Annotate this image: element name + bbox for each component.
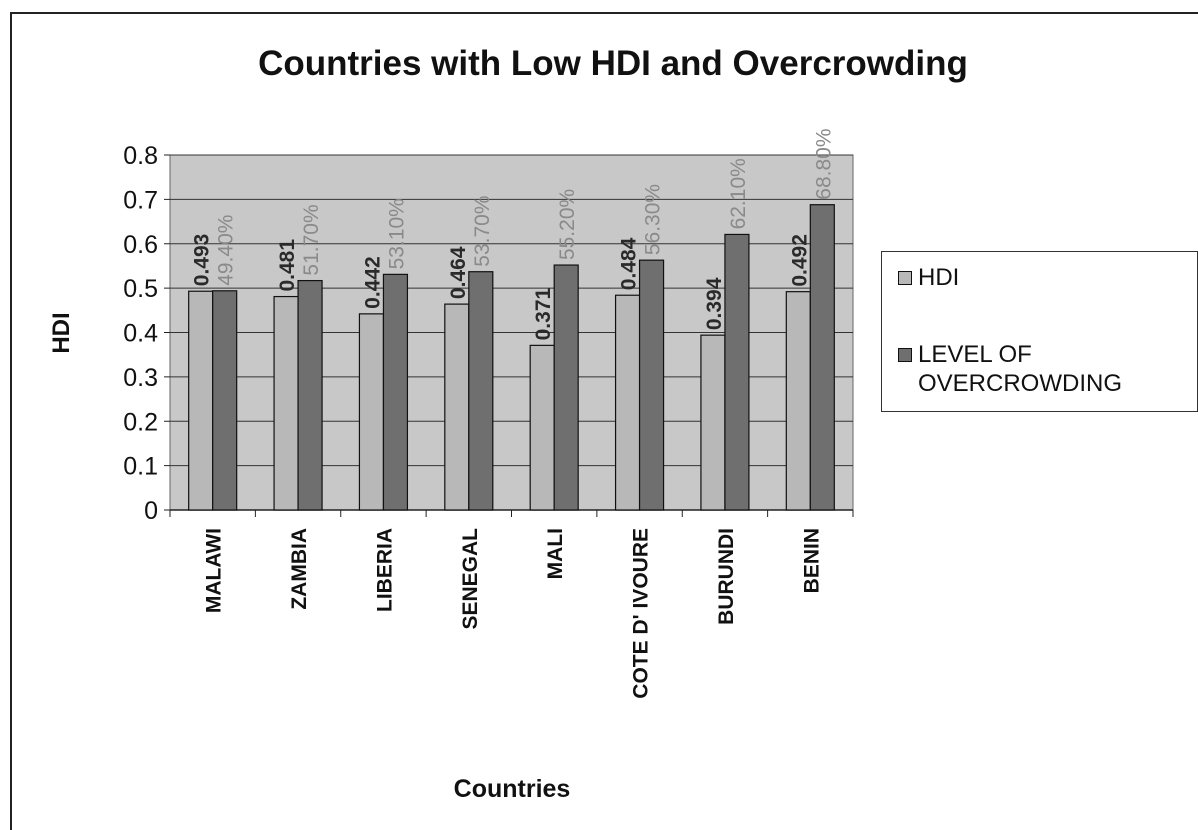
y-tick-label: 0.4 (123, 320, 158, 348)
x-axis-ticks: MALAWI ZAMBIA LIBERIA SENEGAL MALI COTE D' IV… (169, 510, 854, 699)
data-label-hdi: 0.481 (276, 239, 299, 292)
y-tick-label: 0.1 (123, 453, 158, 481)
y-tick-label: 0.3 (123, 364, 158, 392)
y-tick-label: 0.2 (123, 408, 158, 436)
x-tick-label: MALAWI (203, 528, 226, 613)
x-tick-label: BENIN (800, 528, 823, 593)
y-tick-label: 0.7 (123, 186, 158, 214)
data-label-hdi: 0.442 (361, 256, 384, 309)
data-label-hdi: 0.492 (788, 234, 811, 287)
data-label-hdi: 0.464 (447, 246, 470, 299)
y-axis-ticks: 0 0.1 0.2 0.3 0.4 0.5 0.6 0.7 0.8 (123, 142, 170, 525)
bar-hdi (785, 291, 811, 511)
y-tick-label: 0.8 (123, 142, 158, 170)
data-label-hdi: 0.371 (532, 287, 555, 340)
bar-hdi (614, 294, 641, 511)
legend-item-hdi: HDI (898, 263, 959, 292)
x-tick-label: SENEGAL (459, 528, 482, 630)
data-label-overcrowding: 51.70% (300, 204, 323, 275)
bar-overcrowding (553, 264, 579, 511)
bar-hdi (358, 313, 385, 511)
data-label-hdi: 0.484 (618, 237, 641, 290)
bar-overcrowding (297, 279, 323, 511)
data-label-overcrowding: 56.30% (642, 184, 665, 255)
bars (188, 204, 835, 511)
data-label-overcrowding: 55.20% (556, 189, 579, 260)
bar-overcrowding (212, 290, 238, 511)
x-tick-label: LIBERIA (373, 528, 396, 612)
y-tick-label: 0 (144, 497, 158, 525)
chart-frame (10, 12, 1198, 830)
data-label-overcrowding: 53.10% (385, 198, 408, 269)
data-label-hdi: 0.394 (703, 277, 726, 330)
data-label-overcrowding: 62.10% (727, 158, 750, 229)
y-axis-label: HDI (48, 312, 75, 353)
bar-hdi (700, 334, 726, 511)
legend-item-overcrowding: LEVEL OF OVERCROWDING (898, 340, 1122, 398)
x-axis-label: Countries (454, 775, 571, 803)
data-label-overcrowding: 68.80% (812, 128, 835, 199)
legend: HDI LEVEL OF OVERCROWDING (881, 251, 1198, 412)
data-label-hdi: 0.493 (191, 234, 214, 287)
x-tick-label: BURUNDI (715, 528, 738, 625)
legend-swatch-hdi (898, 271, 912, 285)
bar-overcrowding (382, 273, 409, 511)
legend-swatch-overcrowding (898, 348, 912, 362)
x-tick-label: MALI (544, 528, 567, 579)
legend-label-hdi: HDI (918, 264, 960, 291)
y-tick-label: 0.6 (123, 231, 158, 259)
data-label-overcrowding: 53.70% (471, 195, 494, 266)
x-tick-label: COTE D' IVOURE (630, 528, 653, 699)
bar-overcrowding (724, 233, 750, 511)
data-label-overcrowding: 49.40% (215, 215, 238, 286)
bar-overcrowding (638, 259, 665, 511)
chart-title: Countries with Low HDI and Overcrowding (258, 44, 968, 83)
y-tick-label: 0.5 (123, 275, 158, 303)
bar-overcrowding (809, 204, 835, 511)
bar-hdi (444, 303, 470, 511)
bar-hdi (188, 290, 214, 511)
x-tick-label: ZAMBIA (288, 528, 311, 610)
bar-overcrowding (468, 271, 494, 511)
bar-hdi (529, 344, 555, 511)
legend-label-overcrowding: LEVEL OF OVERCROWDING (918, 341, 1122, 397)
bar-hdi (273, 295, 299, 511)
